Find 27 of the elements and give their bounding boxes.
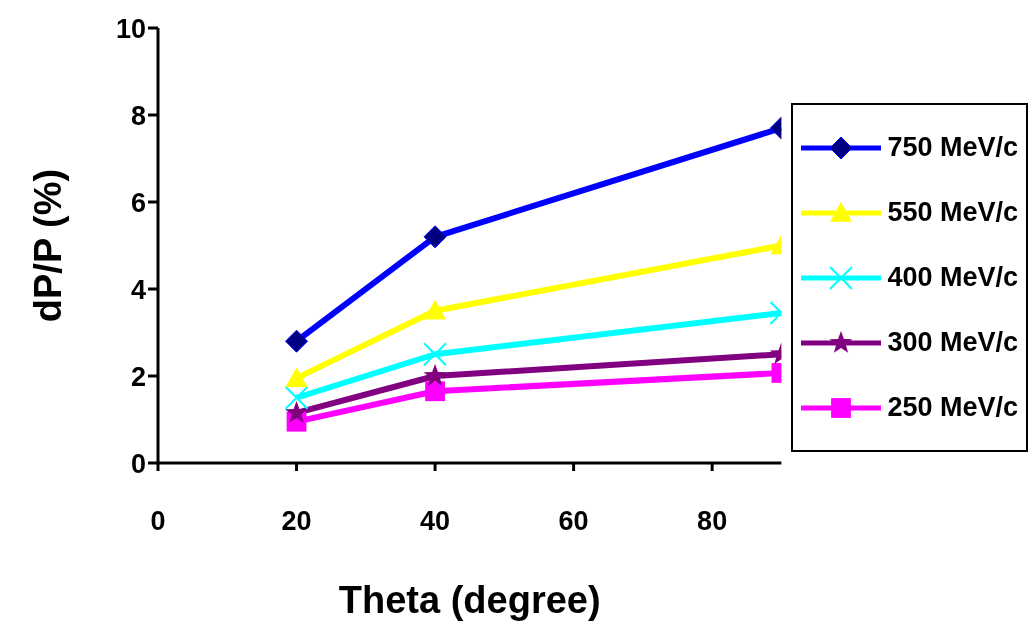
y-tick-label: 6	[130, 187, 146, 218]
point	[285, 367, 308, 387]
legend-label: 400 MeV/c	[887, 262, 1018, 293]
point	[425, 381, 445, 402]
point	[423, 225, 447, 249]
x-tick-label: 40	[420, 506, 451, 537]
y-tick-label: 2	[130, 361, 146, 392]
y-tick-label: 4	[130, 274, 146, 305]
legend-label: 250 MeV/c	[887, 392, 1018, 423]
y-tick-label: 8	[130, 100, 146, 131]
x-tick-label: 80	[697, 506, 728, 537]
y-tick-label: 0	[130, 448, 146, 479]
point	[424, 299, 447, 320]
x-tick-label: 20	[281, 506, 312, 537]
x-axis-title: Theta (degree)	[338, 579, 601, 621]
y-tick-label: 10	[115, 13, 146, 44]
legend-label: 550 MeV/c	[887, 197, 1018, 228]
point	[423, 342, 448, 367]
x-tick-label: 0	[150, 506, 166, 537]
legend-label: 750 MeV/c	[887, 132, 1018, 163]
legend-label: 300 MeV/c	[887, 327, 1018, 358]
point	[285, 400, 309, 423]
x-tick-label: 60	[558, 506, 589, 537]
point	[423, 363, 447, 386]
point	[284, 385, 309, 410]
y-axis-title: dP/P (%)	[27, 168, 70, 323]
point	[285, 329, 309, 353]
